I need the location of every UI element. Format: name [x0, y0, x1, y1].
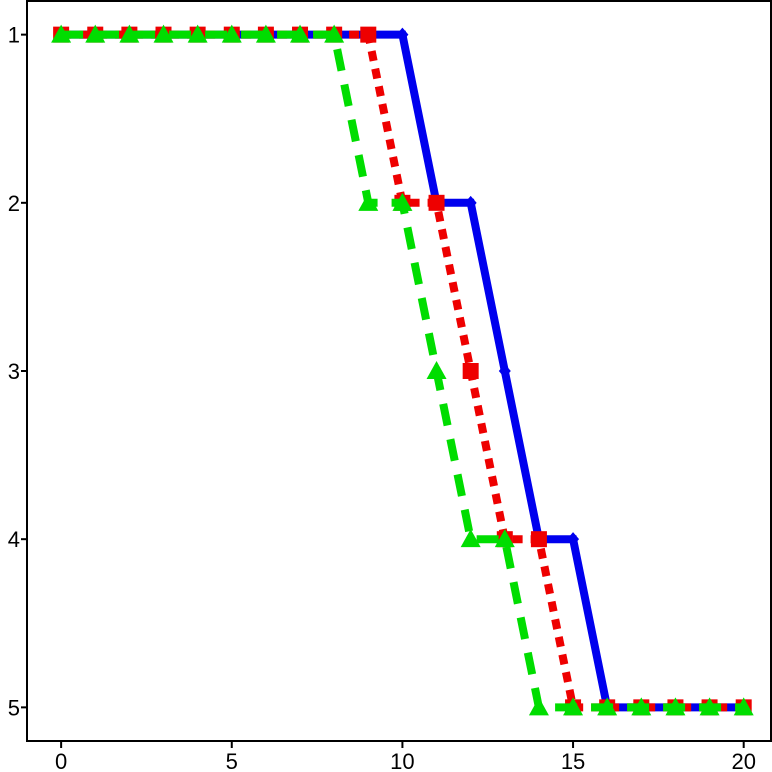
data-point — [51, 24, 72, 43]
data-point — [324, 24, 345, 43]
data-point — [153, 24, 174, 43]
data-point — [396, 27, 409, 42]
data-point — [567, 532, 580, 547]
series-line — [61, 30, 744, 712]
x-tick-label: 20 — [731, 749, 755, 772]
data-point — [498, 364, 511, 378]
series-layer — [51, 24, 754, 716]
data-point — [733, 697, 754, 716]
series-line — [61, 30, 744, 712]
data-point — [699, 697, 720, 716]
data-point — [360, 26, 377, 43]
x-axis: 0 5 10 15 20 — [55, 741, 756, 772]
data-point — [255, 24, 276, 43]
plot-frame — [26, 0, 772, 742]
x-tick-label: 15 — [561, 749, 585, 772]
x-tick-label: 5 — [226, 749, 238, 772]
y-tick-label: 2 — [8, 191, 20, 216]
data-point — [528, 697, 549, 716]
y-tick-label: 3 — [8, 359, 20, 384]
series-2 — [53, 26, 752, 716]
data-point — [460, 529, 481, 548]
series-line — [61, 30, 744, 712]
data-point — [462, 363, 479, 379]
data-point — [494, 529, 515, 548]
data-point — [119, 24, 140, 43]
data-point — [221, 24, 242, 43]
data-point — [392, 192, 413, 211]
data-point — [426, 361, 447, 379]
data-point — [530, 531, 547, 548]
data-point — [665, 697, 686, 716]
y-axis: 1 2 3 4 5 — [8, 23, 27, 720]
y-tick-label: 4 — [8, 527, 20, 552]
x-tick-label: 10 — [390, 749, 414, 772]
y-tick-label: 5 — [8, 695, 20, 720]
data-point — [358, 192, 379, 211]
data-point — [187, 24, 208, 43]
data-point — [631, 697, 652, 716]
x-tick-label: 0 — [55, 749, 67, 772]
data-point — [464, 195, 477, 210]
y-tick-label: 1 — [8, 23, 20, 48]
data-point — [428, 194, 445, 211]
data-point — [597, 697, 618, 716]
series-3 — [51, 24, 754, 716]
data-point — [290, 24, 311, 43]
series-1 — [55, 27, 750, 715]
data-point — [85, 24, 106, 43]
data-point — [563, 697, 584, 716]
